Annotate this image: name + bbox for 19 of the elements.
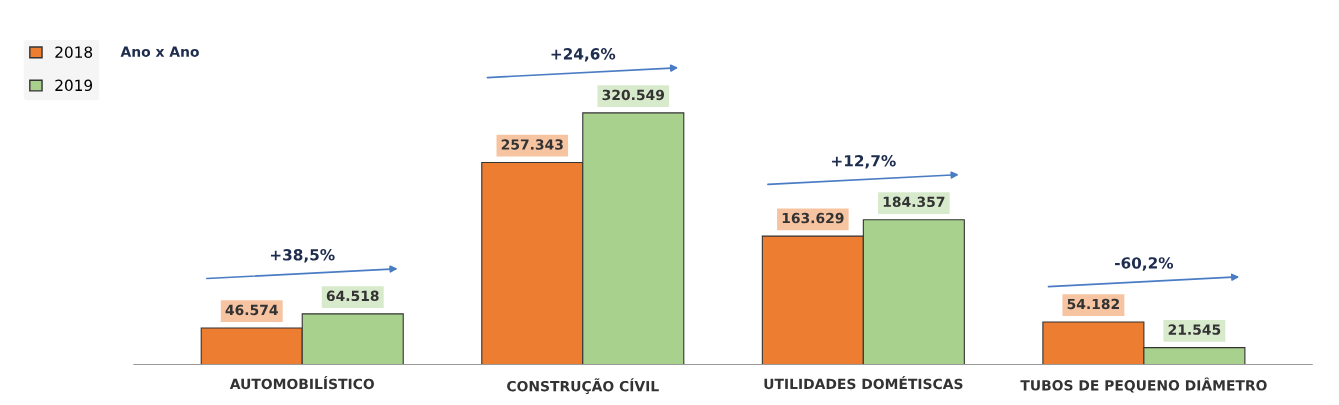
- x-tick-label: AUTOMOBILÍSTICO: [229, 376, 374, 390]
- annotation: +12,7%: [832, 154, 896, 169]
- data-label: 21.545: [1168, 324, 1221, 335]
- legend-label: 2018: [55, 46, 93, 58]
- x-tick-label: CONSTRUÇÃO CÍVIL: [507, 378, 659, 394]
- annotation: +38,5%: [270, 249, 335, 263]
- legend-label: 2019: [55, 79, 93, 92]
- text: +24,6%: [551, 48, 616, 62]
- data-label: 64.518: [326, 290, 379, 302]
- annotation: -60,2%: [1115, 257, 1174, 271]
- data-label: 163.629: [782, 212, 844, 224]
- data-label: 184.357: [883, 196, 945, 208]
- x-tick-label: TUBOS DE PEQUENO DIÂMETRO: [1020, 377, 1267, 393]
- data-label: 320.549: [602, 89, 665, 101]
- data-label: 54.182: [1067, 298, 1119, 310]
- x-tick-label: UTILIDADES DOMÉTISCAS: [764, 376, 963, 390]
- data-label: 46.574: [225, 304, 278, 316]
- data-label: 257.343: [501, 139, 563, 150]
- chart-title: Ano x Ano: [120, 46, 199, 57]
